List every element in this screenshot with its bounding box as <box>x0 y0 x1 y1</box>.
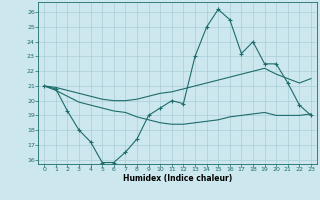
X-axis label: Humidex (Indice chaleur): Humidex (Indice chaleur) <box>123 174 232 183</box>
